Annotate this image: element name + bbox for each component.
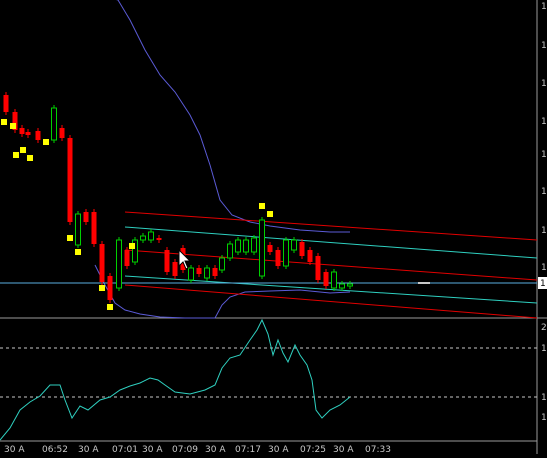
candle-down [156,238,162,240]
candle-up [347,283,353,287]
time-tick-label: 30 A [205,445,226,454]
time-tick-label: 30 A [142,445,163,454]
fractal-marker [129,243,135,249]
arrow-cursor-icon [178,248,192,270]
candle-up [51,107,57,141]
bollinger-upper-band [116,0,350,233]
candle-down [323,272,329,286]
price-tick-label: 1 [541,79,547,89]
candle-down [267,245,273,252]
time-tick-label: 07:25 [300,445,326,454]
fractal-marker [27,155,33,161]
candle-up [75,213,81,246]
candle-down [35,131,41,140]
candle-up [331,271,337,289]
candle-up [291,239,297,251]
candle-up [259,219,265,277]
candle-down [107,276,113,300]
channel-upper-teal [124,226,538,259]
candle-down [172,262,178,276]
time-tick-label: 30 A [78,445,99,454]
candle-down [196,268,202,274]
price-tick-label: 1 [541,41,547,51]
candle-down [91,212,97,244]
candle-down [12,112,18,130]
time-tick-label: 07:17 [235,445,261,454]
candle-up [188,267,194,281]
time-tick-label: 30 A [333,445,354,454]
candle-down [212,268,218,276]
candle-up [204,267,210,279]
candle-up [132,239,138,263]
fractal-marker [107,304,113,310]
candle-up [116,239,122,289]
price-tick-label: 1 [541,117,547,127]
candle-down [299,242,305,256]
oscillator-tick-label: 1 [541,413,547,423]
candle-down [83,212,89,222]
oscillator-tick-label: 1 [541,393,547,403]
candle-up [219,257,225,271]
time-tick-label: 07:33 [365,445,391,454]
candle-up [339,283,345,289]
time-axis: 30 A 06:52 30 A 07:01 30 A 07:09 30 A 07:17 30 A… [4,445,391,455]
channel-upper-red [124,211,538,241]
channel-mid-red [124,249,538,281]
fractal-marker [43,139,49,145]
fractal-marker [67,235,73,241]
time-tick-label: 30 A [4,445,25,454]
time-tick-label: 07:09 [172,445,198,454]
fractal-marker [267,211,273,217]
candle-down [3,95,9,112]
candle-down [315,256,321,280]
candle-down [99,244,105,282]
candle-down [307,250,313,262]
price-tick-label: 1 [541,263,547,273]
candle-down [164,250,170,272]
price-tick-label: 1 [541,2,547,12]
fractal-marker [75,249,81,255]
main-chart-area[interactable] [0,0,537,318]
price-tick-label: 1 [541,187,547,197]
channel-lower-red [124,284,538,319]
candle-down [275,250,281,266]
candle-up [227,243,233,259]
candle-down [19,128,25,134]
candle-down [67,138,73,222]
candle-down [59,128,65,138]
oscillator-line [0,318,351,441]
current-price-marker: 1 [538,277,547,289]
candle-up [251,237,257,253]
time-tick-label: 30 A [268,445,289,454]
current-price-label: 1 [540,279,546,289]
oscillator-axis: 2 1 1 1 [541,323,547,423]
candle-up [148,231,154,241]
time-tick-label: 07:01 [112,445,138,454]
fractal-markers [1,119,273,310]
candle-down [25,132,31,135]
fractal-marker [10,123,16,129]
oscillator-tick-label: 2 [541,323,547,333]
bollinger-lower-band [94,264,351,319]
price-axis: 1 1 1 1 1 1 1 1 1 [538,2,547,289]
fractal-marker [99,285,105,291]
candle-up [283,239,289,267]
price-tick-label: 1 [541,150,547,160]
candle-down [124,250,130,266]
price-tick-label: 1 [541,226,547,236]
fractal-marker [259,203,265,209]
time-tick-label: 06:52 [42,445,68,454]
fractal-marker [1,119,7,125]
oscillator-tick-label: 1 [541,344,547,354]
candle-up [140,235,146,241]
fractal-marker [20,147,26,153]
candle-up [243,239,249,253]
candlestick-series [3,92,353,303]
fractal-marker [13,152,19,158]
candle-up [235,239,241,253]
